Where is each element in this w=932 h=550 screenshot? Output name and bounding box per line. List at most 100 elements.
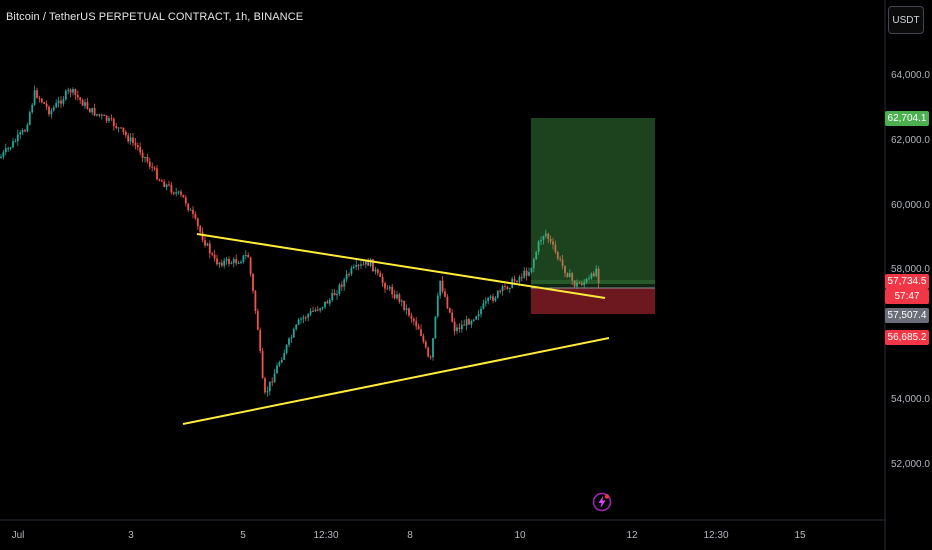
candle-body: [134, 142, 137, 146]
time-axis-tick: Jul: [11, 530, 25, 541]
candle-body: [451, 312, 454, 322]
candle-body: [93, 107, 96, 116]
candle-body: [312, 310, 314, 312]
candle-body: [367, 261, 370, 266]
candle-body: [0, 156, 2, 158]
time-axis-tick: 8: [407, 530, 413, 541]
candle-body: [175, 192, 178, 194]
candle-body: [266, 391, 269, 393]
time-axis-tick: 5: [240, 530, 246, 541]
candle-body: [132, 137, 134, 143]
candle-body: [151, 166, 154, 168]
candle-body: [172, 192, 175, 194]
candle-body: [424, 341, 427, 348]
candle-body: [268, 381, 271, 392]
candle-body: [103, 114, 106, 116]
candle-body: [249, 257, 252, 275]
candle-body: [136, 145, 139, 148]
candle-body: [379, 272, 382, 277]
candle-body: [472, 319, 475, 321]
candle-body: [168, 184, 170, 186]
candle-body: [355, 264, 358, 267]
candle-body: [309, 310, 312, 315]
candle-body: [16, 134, 19, 142]
candle-body: [19, 132, 22, 135]
candle-body: [388, 286, 391, 289]
candle-body: [523, 270, 526, 278]
candle-body: [429, 356, 432, 358]
candle-body: [122, 127, 125, 132]
time-axis-tick: 15: [794, 530, 806, 541]
candle-body: [374, 269, 377, 272]
lightning-icon[interactable]: [592, 492, 612, 512]
candle-body: [364, 261, 367, 265]
candle-body: [552, 241, 554, 245]
candle-body: [585, 279, 588, 283]
loss-zone[interactable]: [531, 288, 655, 314]
candle-body: [52, 107, 55, 111]
candle-body: [144, 157, 146, 159]
candle-body: [484, 301, 487, 304]
candle-body: [261, 350, 264, 379]
candle-body: [324, 301, 326, 307]
candle-body: [79, 97, 82, 100]
candle-body: [417, 326, 420, 330]
price-axis-tick: 58,000.0: [891, 264, 930, 275]
candle-body: [360, 264, 362, 266]
entry-price-tag: 57,507.4: [885, 308, 929, 323]
candle-body: [420, 329, 422, 336]
candle-body: [48, 106, 50, 115]
candle-body: [314, 309, 317, 312]
candle-body: [549, 238, 552, 242]
candle-body: [2, 152, 5, 157]
candle-body: [352, 266, 355, 269]
candle-body: [453, 321, 456, 331]
candle-body: [91, 107, 94, 113]
candle-body: [194, 214, 197, 219]
price-axis-tick: 54,000.0: [891, 394, 930, 405]
candle-body: [43, 102, 46, 104]
candle-body: [225, 258, 228, 261]
candle-body: [124, 131, 127, 136]
candle-body: [513, 278, 516, 281]
candle-body: [9, 147, 12, 149]
candle-body: [578, 282, 581, 284]
candle-body: [463, 324, 466, 326]
candle-body: [326, 301, 329, 304]
candle-body: [415, 321, 418, 327]
candle-body: [369, 259, 372, 266]
candle-body: [340, 284, 343, 287]
candle-body: [372, 259, 374, 272]
candle-body: [64, 90, 67, 100]
candle-body: [141, 152, 144, 158]
candle-body: [244, 254, 247, 256]
descending-trendline[interactable]: [196, 233, 606, 299]
candle-body: [386, 288, 389, 290]
candle-body: [81, 99, 84, 106]
candle-body: [422, 335, 425, 342]
currency-button[interactable]: USDT: [888, 6, 924, 34]
candle-body: [129, 137, 132, 142]
candle-body: [468, 319, 470, 325]
candle-body: [40, 98, 43, 103]
candle-body: [336, 293, 338, 296]
candle-body: [259, 329, 262, 351]
candle-body: [146, 157, 149, 162]
candle-body: [127, 135, 130, 142]
candle-body: [556, 252, 559, 259]
ascending-trendline[interactable]: [182, 337, 610, 425]
candle-body: [348, 274, 350, 276]
stop-price-tag: 56,685.2: [885, 330, 929, 345]
candle-body: [518, 277, 521, 283]
candle-body: [160, 180, 163, 182]
candle-body: [331, 293, 334, 301]
candle-body: [50, 110, 53, 115]
candle-body: [319, 308, 322, 311]
candle-body: [391, 286, 394, 295]
candle-body: [98, 114, 101, 116]
candle-body: [148, 161, 151, 167]
candle-body: [187, 203, 190, 211]
candle-body: [460, 324, 463, 330]
profit-zone[interactable]: [531, 118, 655, 284]
